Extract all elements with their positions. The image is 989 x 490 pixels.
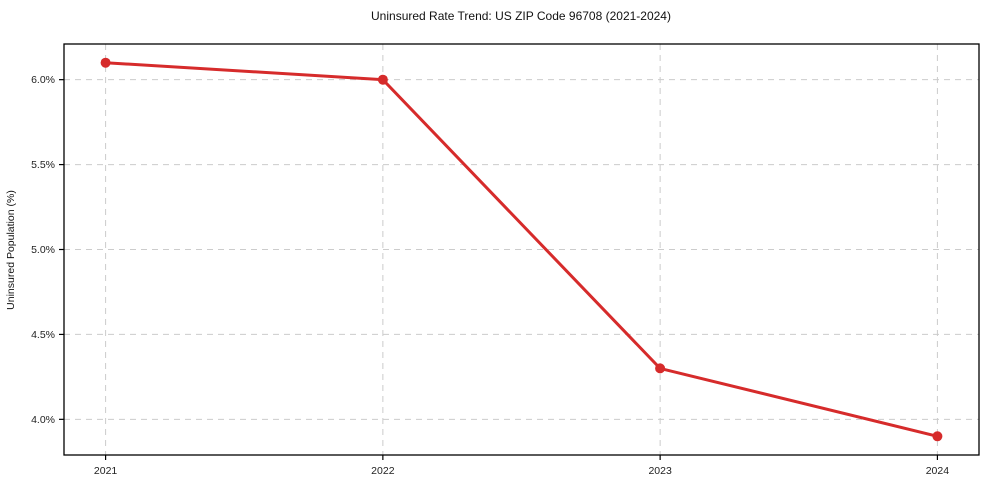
- x-tick-label: 2021: [94, 465, 118, 477]
- y-tick-label: 4.0%: [31, 414, 55, 426]
- data-point-marker: [932, 431, 943, 442]
- y-tick-label: 5.5%: [31, 159, 55, 171]
- y-tick-label: 4.5%: [31, 329, 55, 341]
- y-tick-label: 5.0%: [31, 244, 55, 256]
- y-tick-label: 6.0%: [31, 74, 55, 86]
- data-point-marker: [100, 57, 111, 68]
- x-tick-label: 2022: [371, 465, 395, 477]
- plot-area-border: [63, 43, 980, 456]
- y-axis-label: Uninsured Population (%): [5, 190, 17, 310]
- data-point-marker: [377, 74, 388, 85]
- chart-title: Uninsured Rate Trend: US ZIP Code 96708 …: [371, 9, 671, 23]
- x-tick-label: 2024: [926, 465, 950, 477]
- trend-line: [105, 61, 938, 438]
- x-tick-label: 2023: [648, 465, 672, 477]
- data-point-marker: [655, 363, 666, 374]
- data-series: [100, 57, 943, 442]
- tick-labels: 4.0% 4.5% 5.0% 5.5% 6.0% 2021 2022 2023 2024: [31, 74, 949, 477]
- grid-lines: [64, 44, 979, 455]
- axis-ticks: [59, 79, 939, 460]
